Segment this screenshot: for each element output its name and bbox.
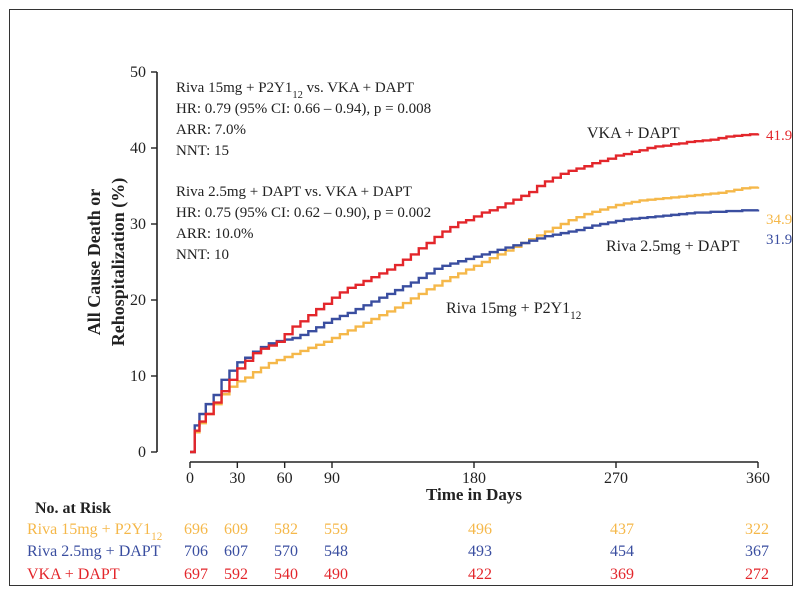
risk-row-label-vka: VKA + DAPT: [27, 566, 120, 583]
y-tick-label: 0: [138, 444, 146, 461]
risk-value: 592: [224, 566, 248, 583]
curves: 41.9 31.9 34.9: [190, 128, 792, 454]
y-tick-label: 50: [130, 64, 146, 81]
x-tick-label: 60: [277, 470, 293, 487]
x-tick-label: 90: [324, 470, 340, 487]
risk-value: 570: [274, 543, 298, 560]
axes: 0 10 20 30 40 50 0 30 60 90 180 270 360 Time in Days A…: [84, 64, 770, 504]
y-tick-label: 20: [130, 292, 146, 309]
y-tick-label: 30: [130, 216, 146, 233]
risk-row-label-riva15: Riva 15mg + P2Y112: [27, 521, 162, 543]
risk-value: 367: [745, 543, 769, 560]
end-value-vka: 41.9: [766, 128, 792, 144]
risk-value: 696: [184, 521, 208, 538]
curve-label-riva25: Riva 2.5mg + DAPT: [606, 238, 740, 255]
risk-value: 454: [610, 543, 634, 560]
risk-table: No. at Risk Riva 15mg + P2Y112 696 609 582 55…: [27, 500, 769, 583]
risk-value: 706: [184, 543, 208, 560]
risk-value: 559: [324, 521, 348, 538]
y-tick-label: 10: [130, 368, 146, 385]
risk-value: 697: [184, 566, 208, 583]
stat-text-riva15: HR: 0.79 (95% CI: 0.66 – 0.94), p = 0.00…: [176, 101, 431, 117]
x-tick-label: 270: [604, 470, 628, 487]
stat-text-riva15: NNT: 15: [176, 143, 229, 159]
stat-text-riva25: Riva 2.5mg + DAPT vs. VKA + DAPT: [176, 184, 412, 200]
stat-text-riva15: Riva 15mg + P2Y112 vs. VKA + DAPT: [176, 80, 414, 101]
risk-value: 369: [610, 566, 634, 583]
risk-value: 322: [745, 521, 769, 538]
risk-value: 540: [274, 566, 298, 583]
curve-label-riva15: Riva 15mg + P2Y112: [446, 300, 581, 322]
end-value-riva25: 31.9: [766, 232, 792, 248]
risk-value: 582: [274, 521, 298, 538]
stat-text-riva15: ARR: 7.0%: [176, 122, 246, 138]
stat-text-riva25: NNT: 10: [176, 247, 229, 263]
risk-value: 607: [224, 543, 248, 560]
risk-value: 496: [468, 521, 492, 538]
risk-row-label-riva25: Riva 2.5mg + DAPT: [27, 543, 161, 560]
risk-value: 548: [324, 543, 348, 560]
end-value-riva15: 34.9: [766, 212, 792, 228]
x-axis-title: Time in Days: [426, 485, 522, 504]
risk-value: 490: [324, 566, 348, 583]
curve-riva15: [190, 186, 760, 454]
stat-text-riva25: HR: 0.75 (95% CI: 0.62 – 0.90), p = 0.00…: [176, 205, 431, 221]
y-axis-title: All Cause Death or Rehospitalization (%): [84, 178, 129, 347]
risk-value: 609: [224, 521, 248, 538]
risk-table-title: No. at Risk: [35, 500, 111, 517]
curve-vka: [190, 133, 760, 454]
risk-value: 422: [468, 566, 492, 583]
curve-label-vka: VKA + DAPT: [587, 125, 680, 142]
y-tick-label: 40: [130, 140, 146, 157]
risk-value: 437: [610, 521, 634, 538]
figure-frame: [9, 9, 793, 586]
x-tick-label: 0: [186, 470, 194, 487]
risk-value: 493: [468, 543, 492, 560]
x-tick-label: 30: [229, 470, 245, 487]
stat-text-riva25: ARR: 10.0%: [176, 226, 254, 242]
risk-value: 272: [745, 566, 769, 583]
x-tick-label: 360: [746, 470, 770, 487]
x-tick-label: 180: [462, 470, 486, 487]
